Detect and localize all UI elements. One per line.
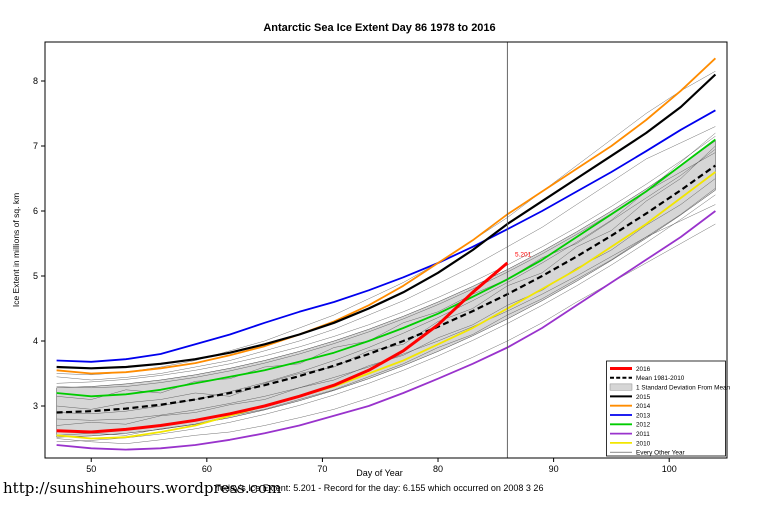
- y-tick-label: 3: [33, 401, 38, 411]
- watermark-url: http://sunshinehours.wordpress.com: [3, 479, 282, 497]
- series-2013: [56, 109, 716, 363]
- series-2015: [56, 73, 717, 370]
- y-tick-label: 8: [33, 76, 38, 86]
- legend-swatch-band: [609, 383, 633, 391]
- x-tick-label: 60: [202, 464, 212, 474]
- legend-label: 2016: [636, 366, 651, 373]
- x-tick-label: 80: [433, 464, 443, 474]
- plot-border: [44, 41, 728, 459]
- current-extent-annotation: 5.201: [515, 252, 532, 259]
- x-tick-label: 100: [662, 464, 677, 474]
- y-axis-label: Ice Extent in millions of sq. km: [11, 192, 21, 308]
- legend-label: 2013: [636, 412, 651, 419]
- x-tick-label: 70: [317, 464, 327, 474]
- legend-label: 2014: [636, 403, 651, 410]
- legend-label: 2010: [636, 440, 651, 447]
- y-tick-label: 7: [33, 141, 38, 151]
- series-2012: [56, 138, 716, 398]
- series-2011: [56, 210, 716, 451]
- mean-line: [56, 164, 717, 414]
- legend-label: Every Other Year: [636, 450, 686, 457]
- x-tick-label: 90: [549, 464, 559, 474]
- axes: 3 4 5 6 7 8 50 60 70 80 90 100: [33, 41, 728, 474]
- x-axis-label: Day of Year: [356, 468, 403, 478]
- x-tick-label: 50: [86, 464, 96, 474]
- chart-title: Antarctic Sea Ice Extent Day 86 1978 to …: [263, 22, 496, 34]
- legend-label: 2015: [636, 394, 651, 401]
- series-2016: [56, 261, 509, 434]
- footer-note: Today's Ice Extent: 5.201 - Record for t…: [215, 483, 544, 493]
- series-2010: [56, 171, 716, 440]
- y-tick-label: 4: [33, 336, 38, 346]
- series-2014: [56, 57, 717, 375]
- y-tick-label: 5: [33, 271, 38, 281]
- year-series: [56, 57, 717, 451]
- std-dev-band: [56, 140, 716, 438]
- legend-label: 2011: [636, 431, 650, 438]
- legend: 2016 Mean 1981-2010 1 Standard Deviation F…: [606, 360, 731, 457]
- y-tick-label: 6: [33, 206, 38, 216]
- legend-label: 1 Standard Deviation From Mean: [636, 385, 731, 392]
- legend-label: 2012: [636, 422, 651, 429]
- legend-label: Mean 1981-2010: [636, 375, 685, 382]
